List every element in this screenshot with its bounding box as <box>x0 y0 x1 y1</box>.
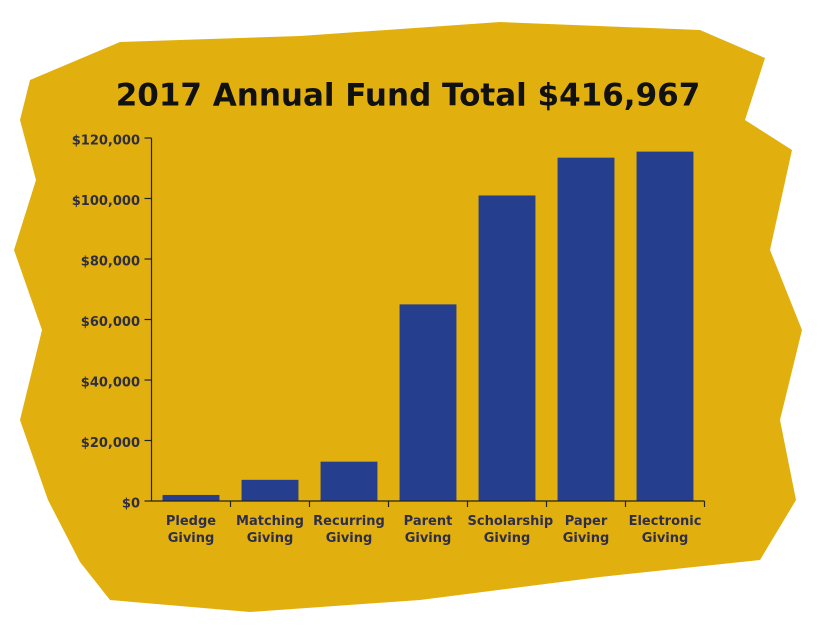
x-tick-label: Pledge Giving <box>165 514 217 546</box>
x-tick-label: Recurring Giving <box>313 514 385 546</box>
bar <box>320 461 378 501</box>
bar <box>478 195 536 501</box>
bar <box>241 479 299 501</box>
y-tick-label: $40,000 <box>81 376 140 391</box>
x-tick-label: Matching Giving <box>236 514 304 546</box>
bar <box>162 494 220 501</box>
y-tick-label: $60,000 <box>81 315 140 330</box>
y-tick-label: $0 <box>122 497 140 512</box>
x-tick-label: Scholarship Giving <box>467 514 554 546</box>
y-tick-label: $120,000 <box>72 134 140 149</box>
bar <box>636 151 694 502</box>
x-tick-label: Paper Giving <box>562 514 610 546</box>
bar <box>399 304 457 501</box>
y-tick-label: $80,000 <box>81 255 140 270</box>
x-tick-label: Electronic Giving <box>628 514 702 546</box>
x-tick-label: Parent Giving <box>403 514 453 546</box>
y-tick-label: $100,000 <box>72 194 140 209</box>
bar <box>557 157 615 501</box>
chart-title: 2017 Annual Fund Total $416,967 <box>116 78 701 114</box>
y-tick-label: $20,000 <box>81 436 140 451</box>
